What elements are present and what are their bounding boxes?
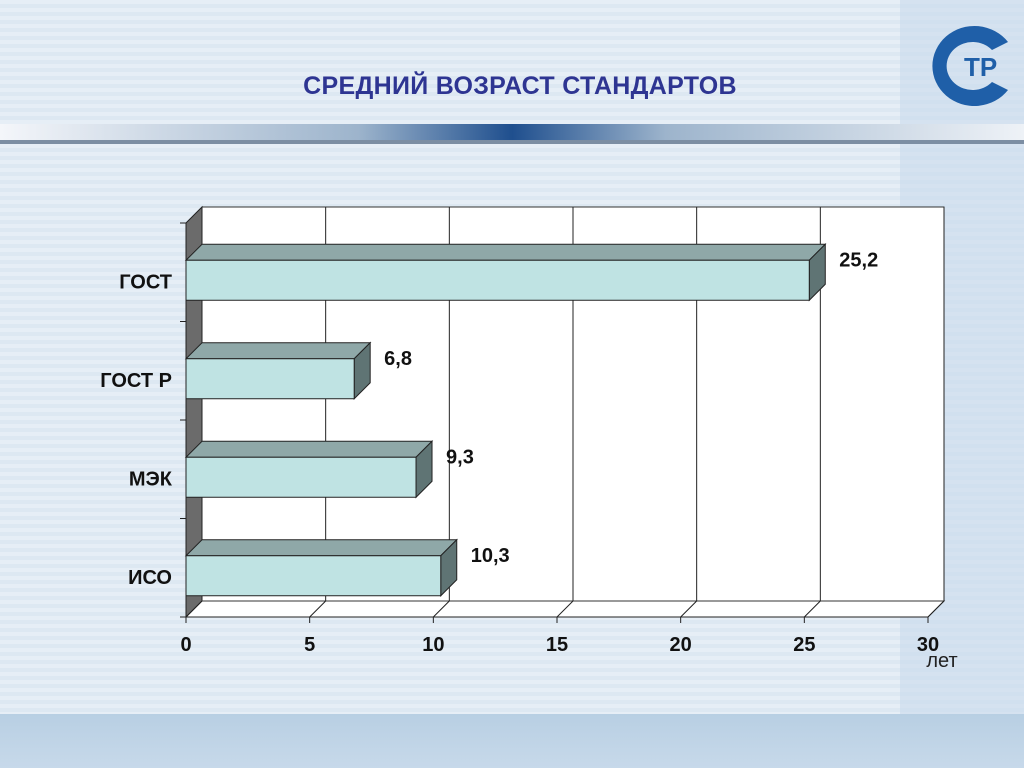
bar-top-face — [184, 440, 434, 458]
x-tick-label: 30 — [917, 634, 939, 656]
category-label: МЭК — [129, 468, 173, 490]
chart-bars — [184, 243, 827, 597]
floor-gridline — [432, 600, 450, 618]
logo-text: ТР — [964, 52, 997, 82]
category-label: ГОСТ — [119, 271, 172, 293]
value-label: 6,8 — [384, 348, 412, 370]
logo-c-shape — [932, 25, 1008, 106]
slide-title: СРЕДНИЙ ВОЗРАСТ СТАНДАРТОВ — [303, 72, 737, 100]
floor-gridline — [185, 600, 203, 618]
floor-gridline — [309, 600, 327, 618]
bar — [185, 555, 442, 597]
floor-gridline — [680, 600, 698, 618]
company-logo: ТР — [932, 25, 1008, 106]
floor-gridline — [803, 600, 821, 618]
bar-top-face — [184, 243, 827, 261]
category-label: ГОСТ Р — [100, 370, 172, 392]
bar — [185, 456, 417, 498]
x-tick-label: 5 — [304, 634, 315, 656]
bar — [185, 358, 355, 400]
x-tick-label: 10 — [422, 634, 444, 656]
x-tick-label: 25 — [793, 634, 815, 656]
value-label: 9,3 — [446, 446, 474, 468]
floor-gridline — [927, 600, 945, 618]
bar-top-face — [184, 539, 458, 557]
bar-top-face — [184, 342, 372, 360]
x-tick-label: 15 — [546, 634, 568, 656]
category-label: ИСО — [128, 567, 172, 589]
x-tick-label: 20 — [670, 634, 692, 656]
value-label: 25,2 — [839, 249, 878, 271]
x-tick-label: 0 — [180, 634, 191, 656]
floor-gridline — [556, 600, 574, 618]
bar — [185, 259, 810, 301]
x-unit-label: лет — [926, 650, 957, 672]
value-label: 10,3 — [471, 545, 510, 567]
